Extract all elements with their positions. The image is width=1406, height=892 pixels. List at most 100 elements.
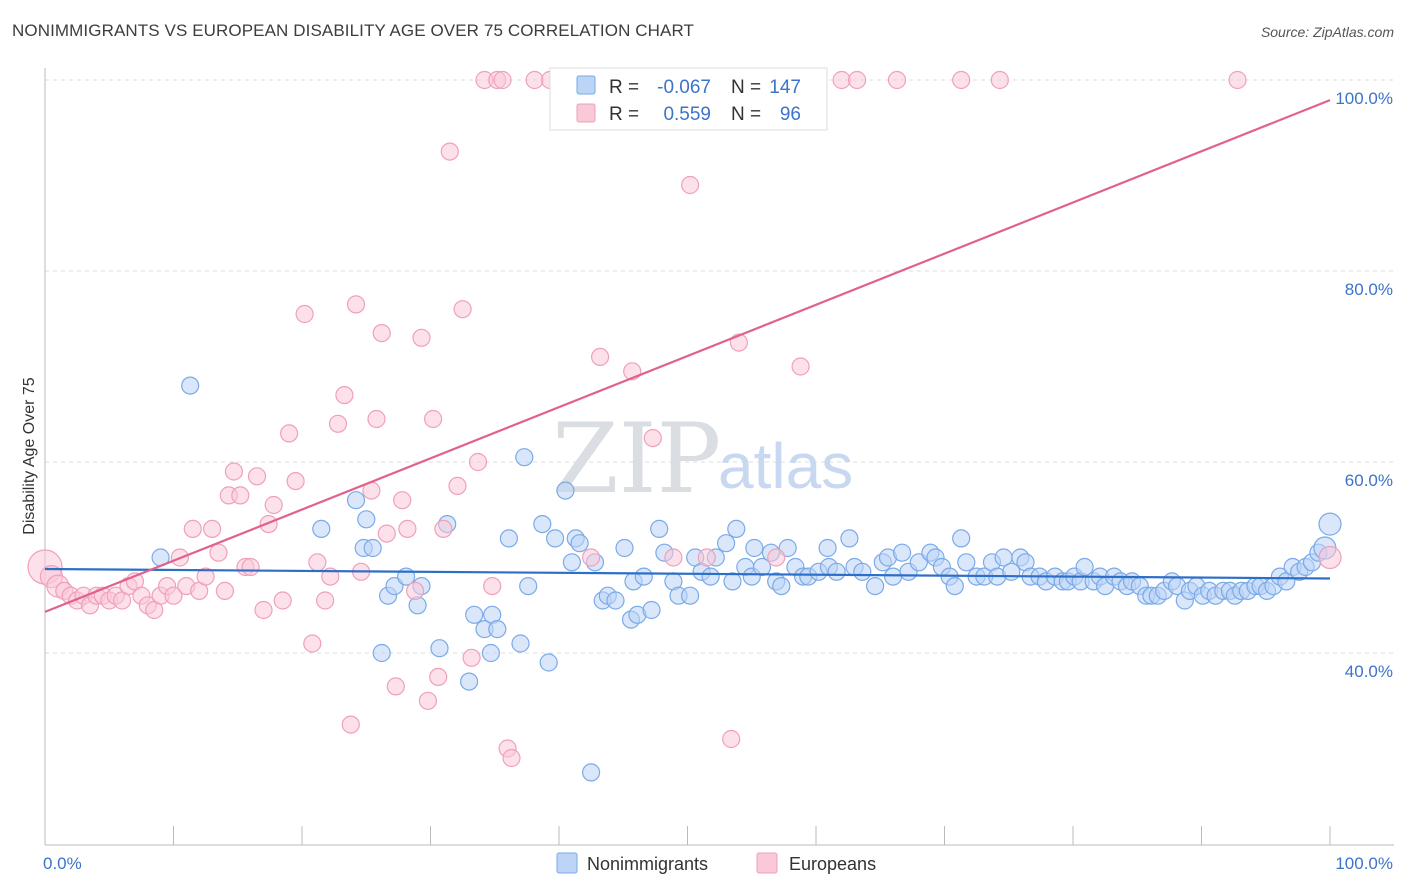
europeans-point-41 bbox=[295, 304, 314, 324]
europeans-point-55 bbox=[386, 677, 405, 696]
europeans-point-70 bbox=[483, 576, 502, 596]
y-tick-label-0: 40.0% bbox=[1345, 662, 1393, 681]
europeans-point-27 bbox=[209, 543, 228, 562]
nonimmigrants-point-6 bbox=[363, 538, 382, 558]
legend-n-value-1: 96 bbox=[780, 104, 801, 125]
y-tick-label-2: 80.0% bbox=[1345, 280, 1393, 299]
europeans-swatch bbox=[576, 103, 596, 123]
nonimmigrants-point-18 bbox=[481, 643, 500, 663]
nonimmigrants-point-7 bbox=[372, 643, 391, 663]
europeans-point-46 bbox=[328, 414, 348, 433]
nonimmigrants-point-29 bbox=[562, 553, 582, 572]
europeans-point-34 bbox=[247, 467, 267, 486]
europeans-point-43 bbox=[308, 553, 327, 572]
bottom-legend-swatch-europeans bbox=[756, 852, 778, 874]
stats-legend-box bbox=[549, 67, 828, 131]
y-axis-title: Disability Age Over 75 bbox=[21, 377, 38, 535]
nonimmigrants-point-43 bbox=[650, 519, 669, 539]
europeans-point-86 bbox=[697, 548, 716, 567]
europeans-point-79 bbox=[590, 347, 610, 366]
europeans-point-54 bbox=[377, 524, 396, 543]
europeans-point-98 bbox=[1318, 545, 1342, 570]
nonimmigrants-swatch bbox=[576, 75, 596, 95]
watermark-zip: ZIP bbox=[552, 403, 721, 515]
europeans-point-82 bbox=[643, 429, 662, 448]
nonimmigrants-point-21 bbox=[499, 529, 518, 548]
europeans-point-61 bbox=[424, 409, 443, 429]
nonimmigrants-point-1 bbox=[181, 376, 200, 395]
nonimmigrants-point-50 bbox=[701, 567, 720, 586]
nonimmigrants-point-37 bbox=[615, 538, 634, 558]
nonimmigrants-point-27 bbox=[545, 529, 565, 548]
europeans-point-45 bbox=[321, 567, 340, 586]
legend-r-label-1: R = bbox=[609, 104, 639, 125]
bottom-legend-label-europeans: Europeans bbox=[789, 854, 876, 874]
europeans-point-56 bbox=[393, 491, 412, 510]
nonimmigrants-point-85 bbox=[952, 529, 971, 548]
europeans-trend-line bbox=[44, 99, 1331, 613]
y-tick-label-3: 100.0% bbox=[1335, 89, 1393, 108]
trend-lines bbox=[44, 99, 1331, 613]
europeans-point-47 bbox=[335, 386, 354, 405]
nonimmigrants-point-70 bbox=[840, 529, 859, 548]
nonimmigrants-point-76 bbox=[883, 567, 903, 586]
europeans-point-88 bbox=[722, 729, 741, 749]
europeans-point-91 bbox=[791, 357, 810, 376]
europeans-point-58 bbox=[406, 581, 425, 601]
europeans-point-65 bbox=[448, 476, 467, 495]
nonimmigrants-point-69 bbox=[827, 562, 846, 581]
nonimmigrants-point-54 bbox=[727, 519, 746, 539]
nonimmigrants-point-20 bbox=[488, 619, 507, 639]
data-points bbox=[27, 70, 1342, 782]
stats-legend: R = -0.067 N = 147 R = 0.559 N = 96 bbox=[549, 67, 828, 131]
nonimmigrants-point-32 bbox=[581, 763, 601, 782]
x-tick-label-0: 0.0% bbox=[43, 854, 82, 873]
legend-r-value-1: 0.559 bbox=[663, 104, 711, 125]
europeans-point-33 bbox=[241, 557, 260, 577]
europeans-point-68 bbox=[468, 452, 488, 472]
europeans-point-35 bbox=[254, 600, 273, 620]
nonimmigrants-point-77 bbox=[892, 543, 912, 562]
nonimmigrants-point-53 bbox=[723, 572, 742, 591]
nonimmigrants-point-25 bbox=[533, 514, 552, 534]
nonimmigrants-point-57 bbox=[745, 538, 764, 558]
europeans-point-23 bbox=[183, 519, 202, 539]
bottom-legend-swatch-nonimmigrants bbox=[556, 852, 578, 874]
nonimmigrants-point-36 bbox=[606, 591, 625, 610]
watermark-atlas: atlas bbox=[718, 430, 853, 502]
bottom-legend: Nonimmigrants Europeans bbox=[556, 852, 876, 874]
nonimmigrants-point-24 bbox=[519, 576, 538, 596]
europeans-point-26 bbox=[203, 519, 222, 539]
nonimmigrants-point-2 bbox=[312, 519, 331, 539]
europeans-point-25 bbox=[196, 567, 215, 586]
nonimmigrants-trend-line bbox=[44, 567, 1331, 580]
nonimmigrants-point-41 bbox=[634, 567, 653, 586]
nonimmigrants-point-141 bbox=[1318, 512, 1342, 536]
nonimmigrants-point-22 bbox=[511, 634, 530, 653]
nonimmigrants-point-28 bbox=[556, 481, 575, 500]
europeans-point-60 bbox=[418, 691, 437, 710]
nonimmigrants-point-103 bbox=[1075, 557, 1094, 577]
europeans-point-52 bbox=[367, 409, 386, 429]
nonimmigrants-point-26 bbox=[539, 653, 558, 672]
europeans-point-57 bbox=[398, 519, 417, 539]
europeans-point-97 bbox=[1228, 70, 1247, 90]
axes bbox=[44, 68, 1394, 846]
nonimmigrants-point-86 bbox=[957, 553, 976, 572]
chart-source: Source: ZipAtlas.com bbox=[1260, 24, 1394, 40]
europeans-point-78 bbox=[581, 548, 601, 567]
europeans-point-62 bbox=[429, 667, 448, 687]
europeans-point-66 bbox=[453, 300, 472, 319]
nonimmigrants-point-72 bbox=[853, 562, 872, 581]
europeans-point-59 bbox=[412, 328, 431, 347]
nonimmigrants-point-84 bbox=[945, 576, 964, 596]
europeans-point-92 bbox=[832, 70, 851, 90]
europeans-point-44 bbox=[316, 591, 335, 610]
nonimmigrants-point-58 bbox=[752, 557, 772, 577]
europeans-point-28 bbox=[215, 581, 234, 601]
nonimmigrants-point-67 bbox=[818, 538, 837, 558]
chart-title: NONIMMIGRANTS VS EUROPEAN DISABILITY AGE… bbox=[12, 21, 695, 40]
europeans-point-36 bbox=[259, 514, 278, 534]
europeans-point-95 bbox=[952, 70, 971, 90]
